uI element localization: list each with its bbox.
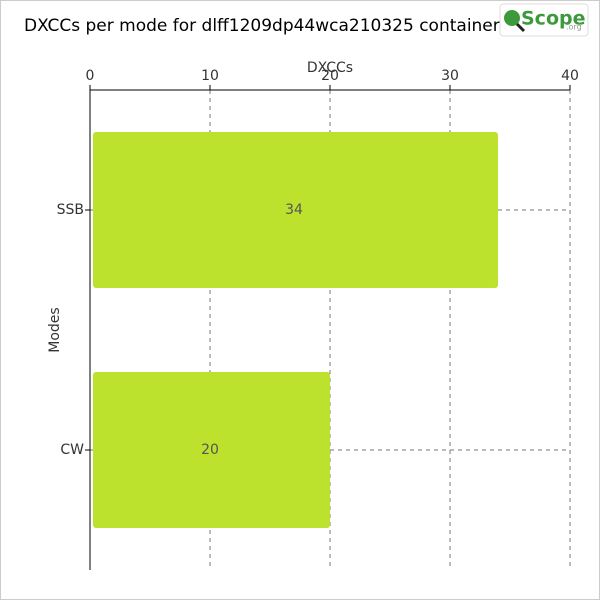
y-axis-title: Modes — [47, 307, 63, 352]
logo-text: Scope — [521, 8, 586, 30]
x-axis-title: DXCCs — [307, 60, 353, 76]
x-tick-label: 30 — [441, 68, 459, 84]
x-tick-label: 0 — [86, 68, 95, 84]
logo-suffix: .org — [566, 23, 582, 32]
logo: Scope .org — [499, 3, 589, 37]
value-label: 20 — [201, 442, 219, 458]
chart-title: DXCCs per mode for dlff1209dp44wca210325… — [24, 16, 504, 36]
x-tick-label: 40 — [561, 68, 579, 84]
logo-icon — [504, 10, 520, 26]
value-label: 34 — [285, 202, 303, 218]
y-tick-label: CW — [60, 442, 84, 458]
bar — [93, 372, 330, 528]
x-tick-label: 20 — [321, 68, 339, 84]
y-tick-label: SSB — [57, 202, 84, 218]
logo-handle — [515, 22, 526, 33]
bar — [93, 132, 498, 288]
x-tick-label: 10 — [201, 68, 219, 84]
